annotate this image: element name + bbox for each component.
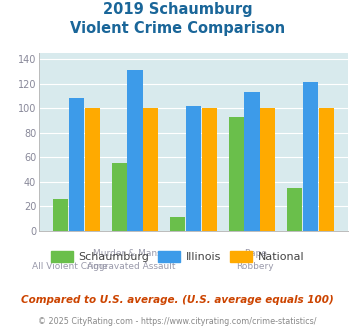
Text: Violent Crime Comparison: Violent Crime Comparison bbox=[70, 21, 285, 36]
Text: Rape: Rape bbox=[244, 249, 267, 258]
Text: Compared to U.S. average. (U.S. average equals 100): Compared to U.S. average. (U.S. average … bbox=[21, 295, 334, 305]
Bar bbox=[53, 199, 68, 231]
Legend: Schaumburg, Illinois, National: Schaumburg, Illinois, National bbox=[46, 247, 309, 267]
Bar bbox=[260, 108, 275, 231]
Bar bbox=[244, 92, 260, 231]
Bar bbox=[303, 82, 318, 231]
Bar bbox=[143, 108, 158, 231]
Bar bbox=[85, 108, 100, 231]
Text: All Violent Crime: All Violent Crime bbox=[32, 262, 108, 271]
Bar bbox=[319, 108, 334, 231]
Bar bbox=[202, 108, 217, 231]
Text: 2019 Schaumburg: 2019 Schaumburg bbox=[103, 2, 252, 16]
Bar bbox=[287, 188, 302, 231]
Bar bbox=[127, 70, 143, 231]
Bar bbox=[69, 98, 84, 231]
Text: Murder & Mans...: Murder & Mans... bbox=[93, 249, 170, 258]
Text: Robbery: Robbery bbox=[236, 262, 274, 271]
Bar bbox=[170, 217, 185, 231]
Text: © 2025 CityRating.com - https://www.cityrating.com/crime-statistics/: © 2025 CityRating.com - https://www.city… bbox=[38, 317, 317, 326]
Text: Aggravated Assault: Aggravated Assault bbox=[87, 262, 176, 271]
Bar bbox=[186, 106, 201, 231]
Bar bbox=[229, 117, 244, 231]
Bar bbox=[111, 163, 127, 231]
